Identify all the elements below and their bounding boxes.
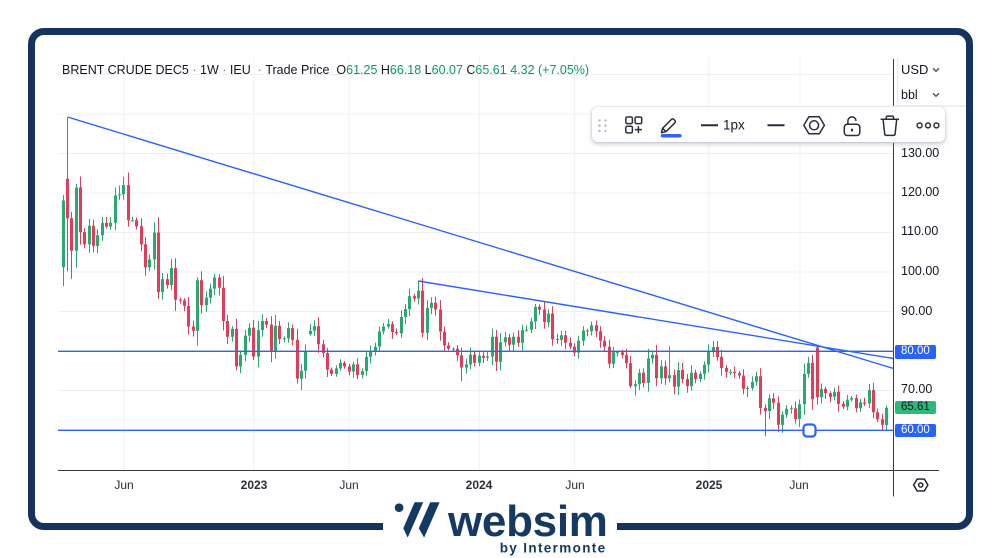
- svg-text:websim: websim: [447, 497, 608, 546]
- svg-text:by Intermonte: by Intermonte: [500, 541, 607, 556]
- svg-text:1px: 1px: [723, 118, 745, 133]
